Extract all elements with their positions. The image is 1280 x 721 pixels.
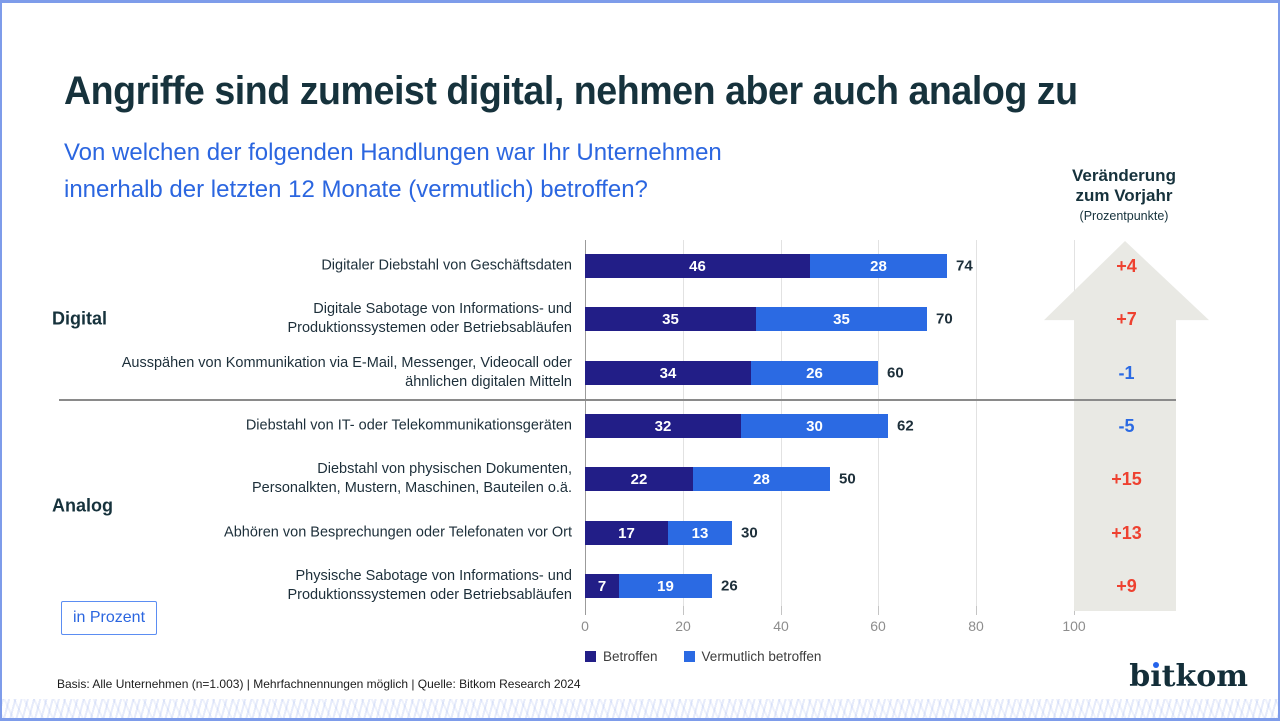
source-note: Basis: Alle Unternehmen (n=1.003) | Mehr… [57, 677, 581, 691]
bar-segment-betroffen: 32 [585, 414, 741, 438]
group-label-analog: Analog [52, 495, 113, 516]
change-value: -1 [1118, 363, 1135, 383]
row-label-line: Diebstahl von IT- oder Telekommunikation… [245, 417, 572, 434]
x-tick-label: 80 [968, 618, 984, 634]
bar-segment-betroffen: 22 [585, 467, 693, 491]
x-tick-label: 20 [675, 618, 691, 634]
row-label: Physische Sabotage von Informations- und… [82, 567, 572, 605]
row-label-line: Diebstahl von physischen Dokumenten, [317, 461, 572, 478]
row-label: Diebstahl von IT- oder Telekommunikation… [82, 416, 572, 435]
bar-total-label: 70 [936, 310, 953, 328]
logo-i-stem: ı [1150, 659, 1162, 694]
bar-total-label: 74 [956, 257, 973, 275]
change-header-line-1: Veränderung [1072, 166, 1176, 185]
axis-tick [683, 606, 684, 615]
logo-part-rest: tkom [1161, 659, 1248, 694]
change-value: +4 [1116, 256, 1137, 276]
change-value: +9 [1116, 576, 1137, 596]
bar-total-label: 60 [887, 364, 904, 382]
watermark-pattern [2, 699, 1278, 718]
legend-item: Vermutlich betroffen [683, 649, 822, 664]
x-tick-label: 60 [870, 618, 886, 634]
bar-total-label: 26 [721, 577, 738, 595]
subtitle-line-1: Von welchen der folgenden Handlungen war… [64, 139, 722, 166]
legend-label: Vermutlich betroffen [701, 649, 822, 664]
row-label: Digitale Sabotage von Informations- und P… [82, 300, 572, 338]
subtitle: Von welchen der folgenden Handlungen war… [64, 134, 722, 208]
bar-segment-vermutlich-betroffen: 19 [619, 574, 712, 598]
logo-part-i: ı [1150, 659, 1161, 694]
group-separator-line [59, 399, 1176, 401]
unit-box: in Prozent [61, 601, 157, 635]
legend-swatch [683, 651, 695, 662]
bar-total-label: 62 [897, 417, 914, 435]
row-label-line: ähnlichen digitalen Mitteln [405, 373, 572, 390]
chart: Digitaler Diebstahl von Geschäftsdaten 46… [2, 3, 1278, 718]
bar-segment-vermutlich-betroffen: 28 [810, 254, 947, 278]
bar-segment-betroffen: 7 [585, 574, 619, 598]
change-value: -5 [1118, 416, 1135, 436]
axis-tick [878, 606, 879, 615]
bar-segment-betroffen: 34 [585, 361, 751, 385]
change-header-note: (Prozentpunkte) [1079, 209, 1169, 223]
logo-i-dot [1152, 662, 1159, 668]
bar-segment-betroffen: 17 [585, 521, 668, 545]
row-label: Ausspähen von Kommunikation via E-Mail, … [82, 354, 572, 392]
row-label-line: Produktionssystemen oder Betriebsabläufe… [287, 320, 572, 337]
bar-segment-vermutlich-betroffen: 28 [693, 467, 830, 491]
change-header-line-2: zum Vorjahr [1075, 186, 1173, 205]
group-label-digital: Digital [52, 308, 108, 329]
gridline [976, 240, 977, 606]
row-label-line: Digitale Sabotage von Informations- und [313, 301, 572, 318]
bar-segment-vermutlich-betroffen: 35 [756, 307, 927, 331]
bar-segment-vermutlich-betroffen: 30 [741, 414, 888, 438]
bar-total-label: 50 [839, 470, 856, 488]
row-label-line: Produktionssystemen oder Betriebsabläufe… [287, 586, 572, 603]
logo-part-b: b [1129, 659, 1151, 694]
row-label: Diebstahl von physischen Dokumenten, Pers… [82, 460, 572, 498]
bar-segment-vermutlich-betroffen: 13 [668, 521, 732, 545]
change-value: +7 [1116, 309, 1137, 329]
bar-segment-betroffen: 35 [585, 307, 756, 331]
row-label-line: Ausspähen von Kommunikation via E-Mail, … [121, 354, 572, 371]
legend-item: Betroffen [585, 649, 658, 664]
bar-segment-vermutlich-betroffen: 26 [751, 361, 878, 385]
change-value: +15 [1111, 469, 1142, 489]
legend-swatch [585, 651, 596, 662]
bitkom-logo: bı tkom [1129, 659, 1248, 694]
axis-tick [976, 606, 977, 615]
subtitle-line-2: innerhalb der letzten 12 Monate (vermutl… [64, 176, 648, 203]
row-label-line: Personalkten, Mustern, Maschinen, Bautei… [252, 480, 572, 497]
change-value: +13 [1111, 523, 1142, 543]
row-label: Digitaler Diebstahl von Geschäftsdaten [82, 257, 572, 276]
x-tick-label: 40 [773, 618, 789, 634]
row-label-line: Physische Sabotage von Informations- und [295, 567, 572, 584]
bar-segment-betroffen: 46 [585, 254, 810, 278]
page-title: Angriffe sind zumeist digital, nehmen ab… [64, 69, 1078, 113]
row-label: Abhören von Besprechungen oder Telefonat… [82, 523, 572, 542]
x-tick-label: 100 [1062, 618, 1086, 634]
axis-tick [781, 606, 782, 615]
legend: Betroffen Vermutlich betroffen [585, 649, 821, 664]
unit-box-label: in Prozent [72, 609, 146, 626]
change-column-header: Veränderung zum Vorjahr (Prozentpunkte) [1034, 166, 1214, 223]
bar-total-label: 30 [741, 524, 758, 542]
x-tick-label: 0 [581, 618, 589, 634]
row-label-line: Abhören von Besprechungen oder Telefonat… [224, 524, 572, 541]
legend-label: Betroffen [603, 649, 658, 664]
row-label-line: Digitaler Diebstahl von Geschäftsdaten [321, 257, 572, 274]
